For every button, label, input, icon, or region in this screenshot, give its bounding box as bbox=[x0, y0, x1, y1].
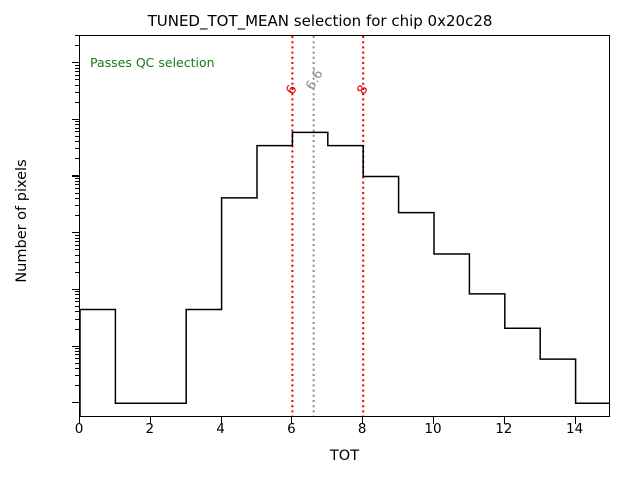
histogram-step-curve bbox=[80, 131, 609, 416]
x-tick-label: 10 bbox=[424, 421, 442, 437]
y-tick-mark-minor bbox=[75, 375, 79, 377]
y-tick-mark-minor bbox=[75, 271, 79, 273]
y-tick-mark-minor bbox=[75, 297, 79, 299]
y-tick-mark-minor bbox=[75, 358, 79, 360]
x-tick-label: 6 bbox=[287, 421, 296, 437]
y-tick-mark-minor bbox=[75, 328, 79, 330]
x-tick-mark bbox=[149, 417, 151, 424]
y-tick-mark-minor bbox=[75, 311, 79, 313]
x-tick-mark bbox=[503, 417, 505, 424]
x-tick-mark bbox=[362, 417, 364, 424]
y-tick-mark-minor bbox=[75, 44, 79, 46]
y-tick-mark bbox=[72, 345, 79, 347]
x-tick-mark bbox=[291, 417, 293, 424]
y-axis-label: Number of pixels bbox=[14, 159, 30, 283]
x-tick-mark bbox=[220, 417, 222, 424]
x-tick-label: 12 bbox=[495, 421, 513, 437]
y-tick-mark-minor bbox=[75, 141, 79, 143]
y-tick-mark bbox=[72, 232, 79, 234]
y-tick-mark-minor bbox=[75, 84, 79, 86]
y-tick-mark-minor bbox=[75, 64, 79, 66]
y-tick-mark-minor bbox=[75, 74, 79, 76]
y-tick-mark-minor bbox=[75, 79, 79, 81]
x-tick-mark bbox=[79, 417, 81, 424]
y-tick-mark-minor bbox=[75, 121, 79, 123]
y-tick-mark-minor bbox=[75, 291, 79, 293]
y-tick-mark-minor bbox=[75, 131, 79, 133]
y-tick-mark bbox=[72, 118, 79, 120]
y-tick-mark-minor bbox=[75, 178, 79, 180]
x-tick-label: 0 bbox=[74, 421, 84, 437]
y-tick-mark-minor bbox=[75, 351, 79, 353]
y-tick-mark-minor bbox=[75, 301, 79, 303]
y-tick-mark-minor bbox=[75, 127, 79, 129]
y-tick-mark-minor bbox=[75, 237, 79, 239]
y-tick-mark-minor bbox=[75, 368, 79, 370]
y-tick-mark-minor bbox=[75, 158, 79, 160]
x-tick-label: 2 bbox=[145, 421, 155, 437]
y-tick-mark-minor bbox=[75, 192, 79, 194]
vertical-cut-lines bbox=[291, 36, 365, 416]
x-tick-mark bbox=[433, 417, 435, 424]
x-tick-label: 8 bbox=[357, 421, 367, 437]
y-tick-mark-minor bbox=[75, 261, 79, 263]
y-tick-mark-minor bbox=[75, 205, 79, 207]
y-tick-mark bbox=[72, 175, 79, 177]
y-tick-mark-minor bbox=[75, 240, 79, 242]
qc-selection-note: Passes QC selection bbox=[90, 55, 215, 70]
y-tick-mark-minor bbox=[75, 91, 79, 93]
y-tick-mark-minor bbox=[75, 385, 79, 387]
y-tick-mark-minor bbox=[75, 35, 79, 36]
y-tick-mark-minor bbox=[75, 215, 79, 217]
histogram-outline bbox=[80, 131, 609, 416]
y-tick-mark-minor bbox=[75, 70, 79, 72]
y-tick-mark-minor bbox=[75, 294, 79, 296]
y-tick-mark-minor bbox=[75, 180, 79, 182]
y-tick-mark-minor bbox=[75, 67, 79, 69]
y-tick-mark-minor bbox=[75, 184, 79, 186]
chart-title: TUNED_TOT_MEAN selection for chip 0x20c2… bbox=[147, 12, 493, 30]
y-tick-mark-minor bbox=[75, 188, 79, 190]
y-tick-mark-minor bbox=[75, 148, 79, 150]
y-tick-mark-minor bbox=[75, 244, 79, 246]
plot-area: Passes QC selection bbox=[79, 35, 610, 417]
y-tick-mark-minor bbox=[75, 124, 79, 126]
x-tick-label: 14 bbox=[566, 421, 584, 437]
y-tick-mark-minor bbox=[75, 101, 79, 103]
y-tick-mark bbox=[72, 62, 79, 64]
y-tick-mark-minor bbox=[75, 249, 79, 251]
x-tick-mark bbox=[574, 417, 576, 424]
y-tick-mark-minor bbox=[75, 198, 79, 200]
y-tick-mark-minor bbox=[75, 348, 79, 350]
y-tick-mark-minor bbox=[75, 318, 79, 320]
x-tick-label: 4 bbox=[216, 421, 225, 437]
y-tick-mark-minor bbox=[75, 362, 79, 364]
y-tick-mark-minor bbox=[75, 305, 79, 307]
y-tick-mark-minor bbox=[75, 135, 79, 137]
y-tick-mark-minor bbox=[75, 234, 79, 236]
y-tick-mark-minor bbox=[75, 354, 79, 356]
y-tick-mark bbox=[72, 288, 79, 290]
x-axis-label: TOT bbox=[329, 448, 360, 464]
y-tick-mark-minor bbox=[75, 254, 79, 256]
y-tick-mark bbox=[72, 402, 79, 404]
